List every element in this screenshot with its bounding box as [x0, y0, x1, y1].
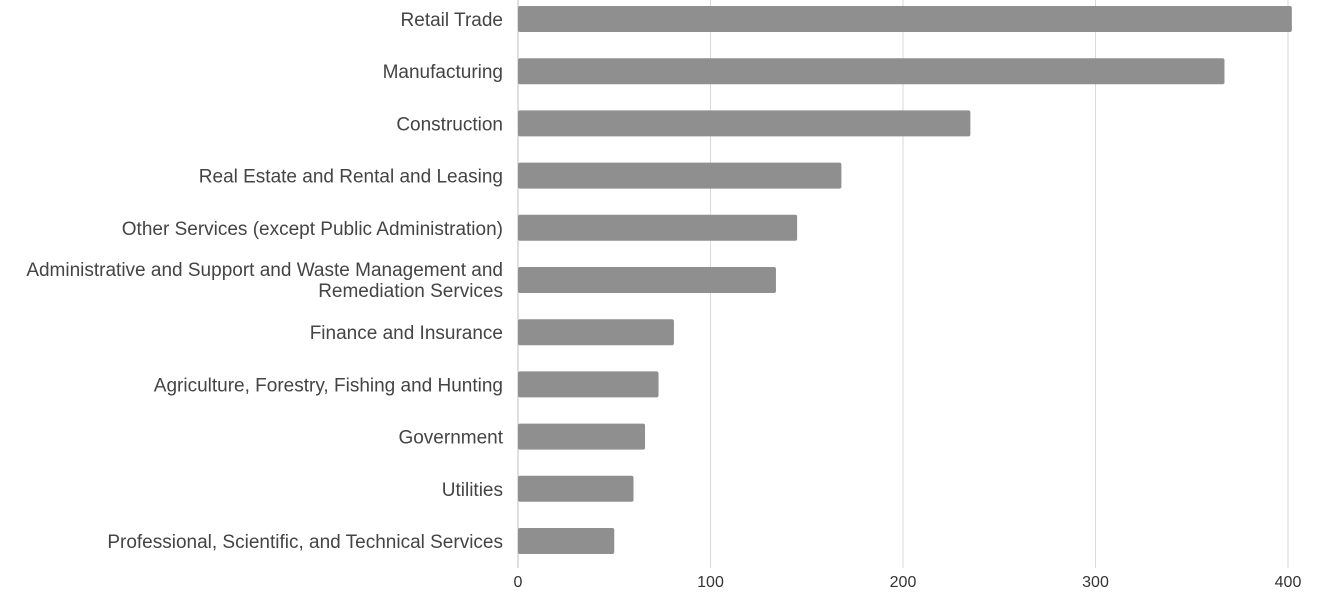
category-label: Administrative and Support and Waste Man…	[26, 260, 503, 302]
category-label: Agriculture, Forestry, Fishing and Hunti…	[154, 375, 503, 396]
category-label: Utilities	[442, 480, 503, 501]
category-label: Other Services (except Public Administra…	[122, 219, 503, 240]
x-tick-label: 300	[1082, 574, 1109, 591]
bar	[518, 423, 646, 450]
x-tick-label: 0	[514, 574, 523, 591]
x-tick-label: 400	[1275, 574, 1302, 591]
category-label: Retail Trade	[401, 10, 503, 31]
bar	[518, 371, 659, 398]
x-tick-label: 100	[697, 574, 724, 591]
gridlines	[517, 0, 1289, 568]
bar	[518, 475, 634, 502]
category-label: Finance and Insurance	[310, 323, 503, 344]
category-label: Manufacturing	[383, 62, 503, 83]
bar	[518, 110, 971, 137]
category-labels: Retail Trade Manufacturing Construction Rea…	[26, 10, 503, 553]
bar	[518, 58, 1225, 85]
category-label: Construction	[396, 114, 503, 135]
bar	[518, 267, 776, 293]
bar	[518, 214, 798, 241]
x-axis-tick-labels: 0 100 200 300 400	[514, 574, 1302, 591]
bar	[518, 528, 615, 554]
bar	[518, 319, 674, 346]
category-label: Government	[398, 428, 503, 449]
bar	[518, 162, 842, 189]
category-label: Real Estate and Rental and Leasing	[199, 167, 503, 188]
x-tick-label: 200	[890, 574, 917, 591]
category-label: Professional, Scientific, and Technical …	[107, 532, 503, 553]
bars	[518, 6, 1292, 554]
bar	[518, 6, 1292, 32]
